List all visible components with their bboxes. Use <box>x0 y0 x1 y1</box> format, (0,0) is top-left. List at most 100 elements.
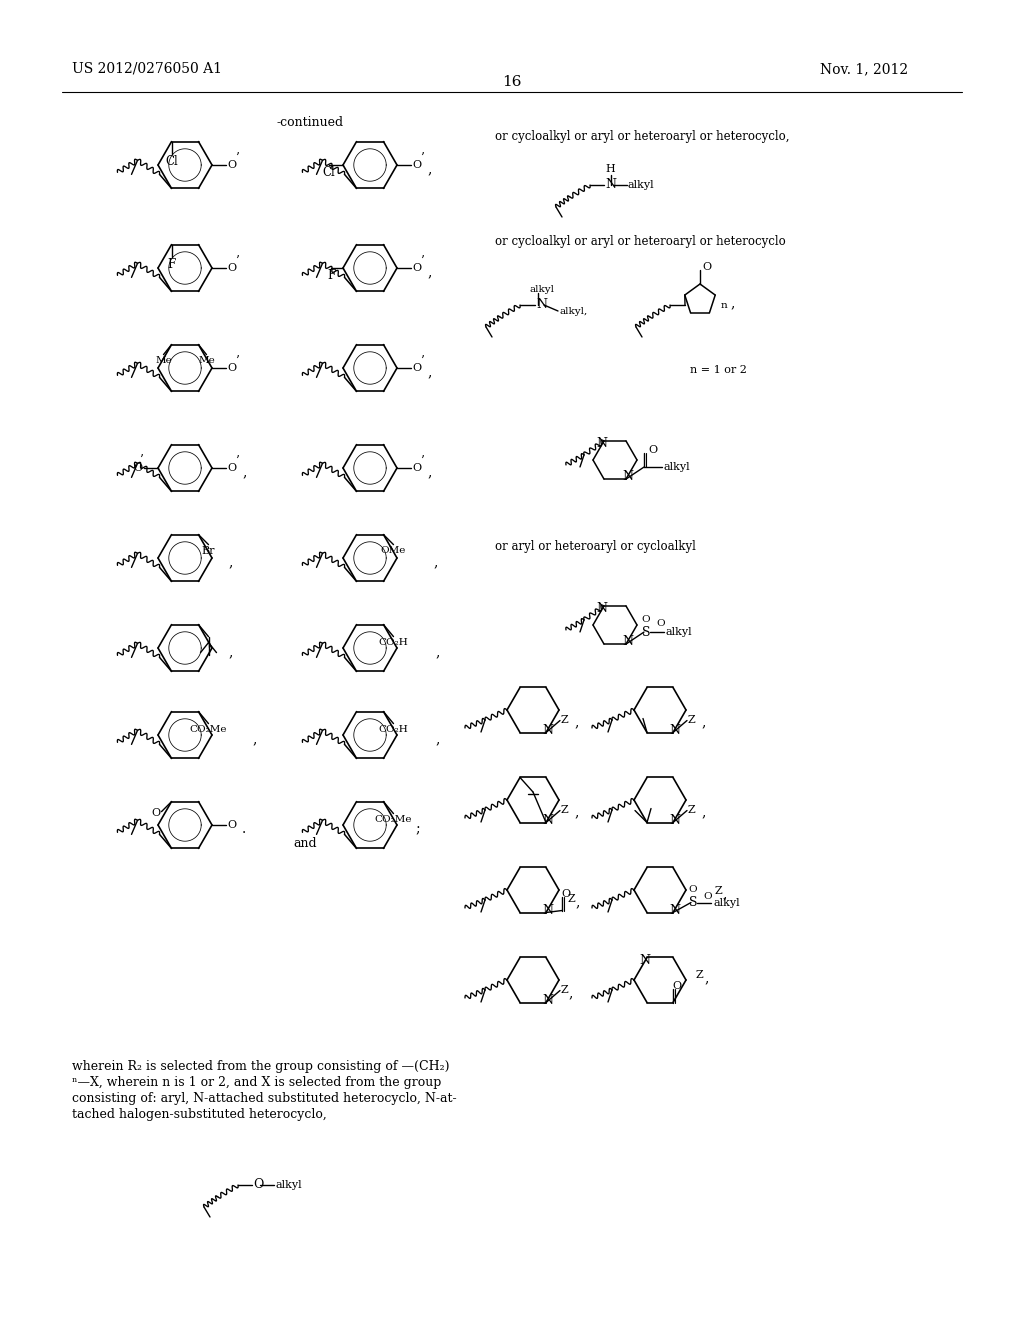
Text: Z: Z <box>715 886 723 895</box>
Text: O: O <box>253 1179 263 1192</box>
Text: Z: Z <box>696 970 703 979</box>
Text: O: O <box>656 619 665 627</box>
Text: O: O <box>561 888 570 899</box>
Text: consisting of: aryl, N-attached substituted heterocyclo, N-at-: consisting of: aryl, N-attached substitu… <box>72 1092 457 1105</box>
Text: Z: Z <box>561 804 568 814</box>
Text: n = 1 or 2: n = 1 or 2 <box>690 366 746 375</box>
Text: O: O <box>412 160 421 170</box>
Text: .: . <box>242 822 246 836</box>
Text: O: O <box>134 463 143 473</box>
Text: or cycloalkyl or aryl or heteroaryl or heterocyclo: or cycloalkyl or aryl or heteroaryl or h… <box>495 235 785 248</box>
Text: N: N <box>597 437 607 450</box>
Text: alkyl: alkyl <box>628 180 654 190</box>
Text: ,: , <box>574 805 579 820</box>
Text: or cycloalkyl or aryl or heteroaryl or heterocyclo,: or cycloalkyl or aryl or heteroaryl or h… <box>495 129 790 143</box>
Text: ,: , <box>730 296 734 310</box>
Text: O: O <box>703 892 712 902</box>
Text: N: N <box>640 954 650 968</box>
Text: ’: ’ <box>420 355 424 367</box>
Text: Z: Z <box>688 714 695 725</box>
Text: ,: , <box>574 715 579 730</box>
Text: O: O <box>227 363 237 374</box>
Text: Nov. 1, 2012: Nov. 1, 2012 <box>820 62 908 77</box>
Text: Cl: Cl <box>323 166 336 180</box>
Text: ,: , <box>252 733 256 746</box>
Text: O: O <box>672 981 681 990</box>
Text: N: N <box>605 178 616 191</box>
Text: ,: , <box>427 366 431 379</box>
Text: alkyl: alkyl <box>713 898 739 908</box>
Text: Me: Me <box>198 355 215 364</box>
Text: ’: ’ <box>420 255 424 268</box>
Text: F: F <box>167 257 176 271</box>
Text: ,: , <box>228 554 232 569</box>
Text: ’: ’ <box>420 152 424 165</box>
Text: CO₂H: CO₂H <box>379 725 409 734</box>
Text: Br: Br <box>202 545 215 556</box>
Text: US 2012/0276050 A1: US 2012/0276050 A1 <box>72 62 222 77</box>
Text: CO₂Me: CO₂Me <box>375 814 413 824</box>
Text: ;: ; <box>415 822 420 836</box>
Text: 16: 16 <box>502 75 522 88</box>
Text: ,: , <box>427 162 431 176</box>
Text: ,: , <box>435 733 439 746</box>
Text: ,: , <box>427 265 431 279</box>
Text: ⁿ—X, wherein n is 1 or 2, and X is selected from the group: ⁿ—X, wherein n is 1 or 2, and X is selec… <box>72 1076 441 1089</box>
Text: N: N <box>670 904 681 917</box>
Text: alkyl: alkyl <box>530 285 555 294</box>
Text: alkyl,: alkyl, <box>559 306 587 315</box>
Text: N: N <box>536 298 547 312</box>
Text: N: N <box>597 602 607 615</box>
Text: N: N <box>543 723 554 737</box>
Text: alkyl: alkyl <box>666 627 692 638</box>
Text: N: N <box>670 814 681 828</box>
Text: O: O <box>227 820 237 830</box>
Text: and: and <box>293 837 316 850</box>
Text: Z: Z <box>561 714 568 725</box>
Text: Z: Z <box>688 804 695 814</box>
Text: F: F <box>327 269 335 282</box>
Text: O: O <box>412 363 421 374</box>
Text: ’: ’ <box>234 355 239 367</box>
Text: OMe: OMe <box>381 545 407 554</box>
Text: wherein R₂ is selected from the group consisting of —(CH₂): wherein R₂ is selected from the group co… <box>72 1060 450 1073</box>
Text: Z: Z <box>568 894 575 903</box>
Text: ,: , <box>433 554 437 569</box>
Text: O: O <box>702 261 711 272</box>
Text: ’: ’ <box>234 454 239 467</box>
Text: O: O <box>227 160 237 170</box>
Text: CO₂H: CO₂H <box>379 638 409 647</box>
Text: Me: Me <box>155 355 172 364</box>
Text: N: N <box>543 994 554 1007</box>
Text: ,: , <box>701 805 706 820</box>
Text: O: O <box>227 463 237 473</box>
Text: ,: , <box>701 715 706 730</box>
Text: CO₂Me: CO₂Me <box>189 725 227 734</box>
Text: -continued: -continued <box>276 116 344 129</box>
Text: H: H <box>605 164 614 174</box>
Text: ,: , <box>568 986 572 1001</box>
Text: N: N <box>623 470 634 483</box>
Text: N: N <box>670 723 681 737</box>
Text: ,: , <box>722 887 726 902</box>
Text: alkyl: alkyl <box>276 1180 303 1191</box>
Text: tached halogen-substituted heterocyclo,: tached halogen-substituted heterocyclo, <box>72 1107 327 1121</box>
Text: O: O <box>152 808 161 817</box>
Text: O: O <box>642 615 650 623</box>
Text: ’: ’ <box>234 152 239 165</box>
Text: O: O <box>227 263 237 273</box>
Text: O: O <box>689 884 697 894</box>
Text: or aryl or heteroaryl or cycloalkyl: or aryl or heteroaryl or cycloalkyl <box>495 540 696 553</box>
Text: O: O <box>412 463 421 473</box>
Text: ,: , <box>575 895 580 909</box>
Text: N: N <box>623 635 634 648</box>
Text: ,: , <box>242 465 247 479</box>
Text: ’: ’ <box>139 454 143 466</box>
Text: O: O <box>648 445 657 455</box>
Text: S: S <box>642 626 650 639</box>
Text: S: S <box>689 896 697 909</box>
Text: alkyl: alkyl <box>664 462 690 473</box>
Text: n: n <box>721 301 728 309</box>
Text: ’: ’ <box>420 454 424 467</box>
Text: O: O <box>412 263 421 273</box>
